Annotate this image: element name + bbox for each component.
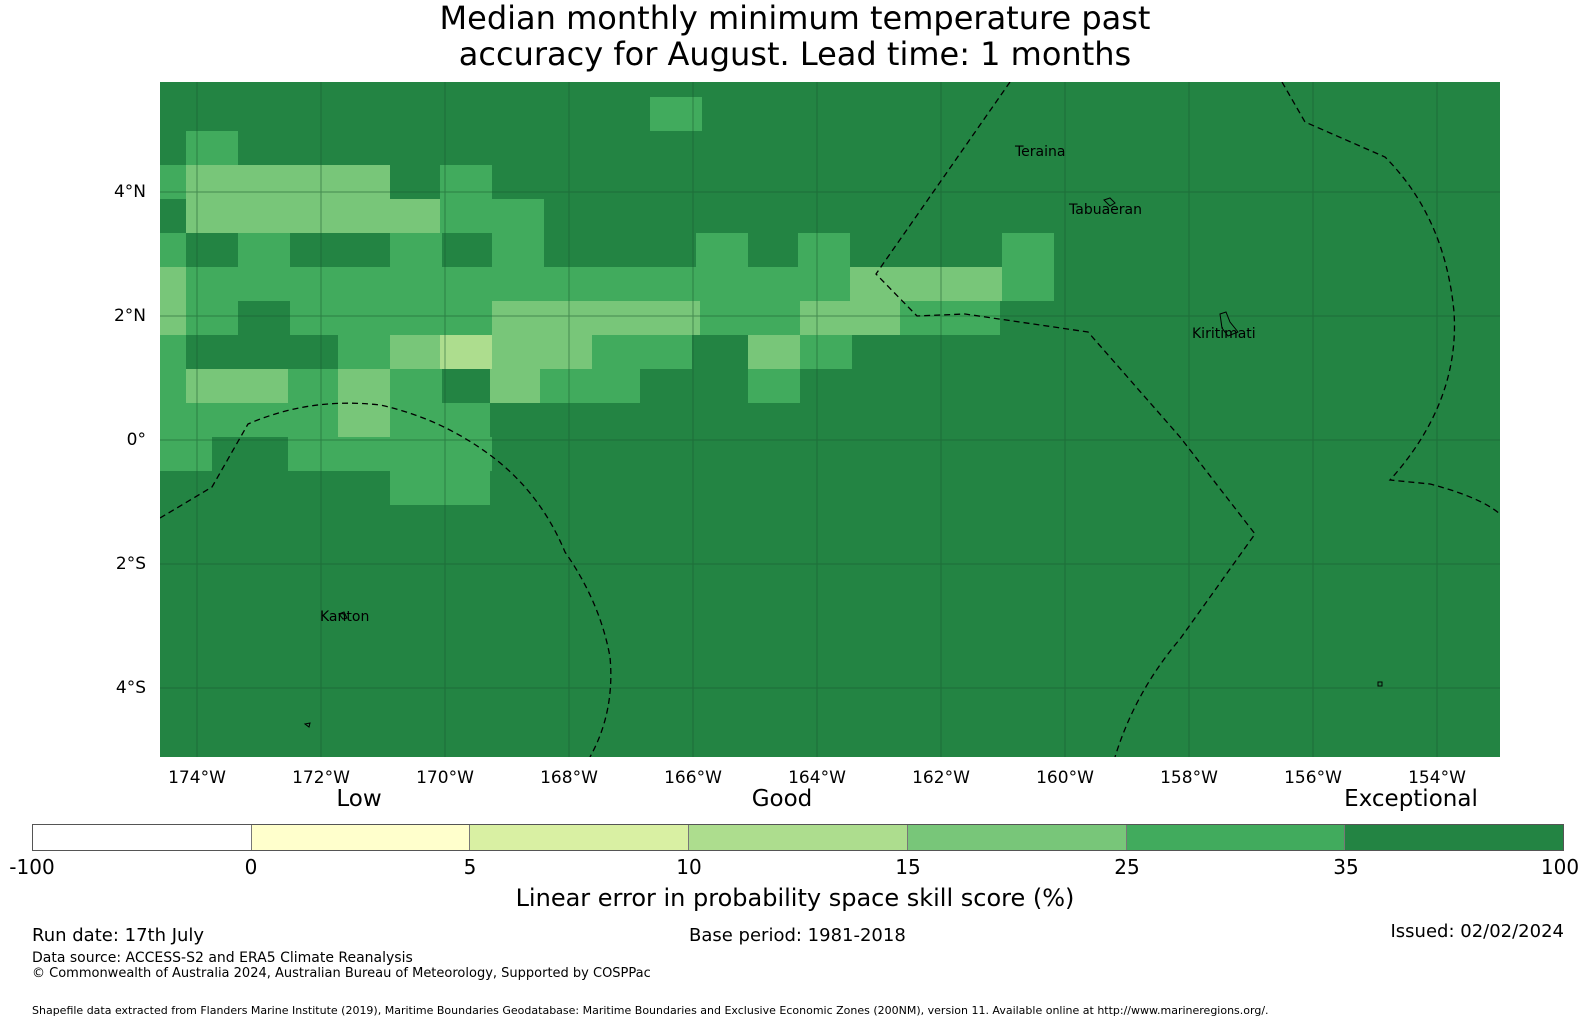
x-tick-label: 154°W <box>1408 768 1466 788</box>
map-canvas <box>160 82 1500 757</box>
colorbar-tick-label: 0 <box>244 855 258 879</box>
skill-grid-cell <box>390 335 442 369</box>
skill-grid-cell <box>800 301 900 335</box>
skill-grid-cell <box>440 199 544 233</box>
island-outlines <box>303 197 1383 728</box>
skill-grid-cell <box>1002 267 1054 301</box>
skill-grid-cell <box>390 233 442 267</box>
skill-grid-cell <box>160 267 186 335</box>
skill-score-map: Teraina Tabuaeran Kiritimati Kanton <box>160 82 1500 757</box>
shapefile-credit: Shapefile data extracted from Flanders M… <box>32 1004 1269 1017</box>
skill-grid-cell <box>288 369 340 403</box>
colorbar-segment <box>470 825 690 850</box>
skill-grid-cell <box>492 233 544 267</box>
skill-grid-cell <box>186 131 238 165</box>
skill-grid-cell <box>800 335 852 369</box>
colorbar-tick-label: 100 <box>1540 855 1580 879</box>
x-tick-label: 166°W <box>664 768 722 788</box>
skill-grid-cell <box>290 301 494 335</box>
skill-grid-cell <box>338 335 390 369</box>
colorbar-tick-label: 5 <box>463 855 477 879</box>
place-label-kiritimati: Kiritimati <box>1192 326 1256 342</box>
data-source: Data source: ACCESS-S2 and ERA5 Climate … <box>32 950 413 966</box>
skill-grid-cell <box>186 301 238 335</box>
skill-grid-cell <box>238 233 290 267</box>
y-tick-label: 2°N <box>113 306 146 326</box>
colorbar-segment <box>251 825 471 850</box>
skill-grid-cell <box>186 369 288 403</box>
skill-grid-cell <box>696 233 748 267</box>
skill-grid-cell <box>390 471 490 505</box>
skill-grid-cell <box>160 233 186 267</box>
x-tick-label: 156°W <box>1284 768 1342 788</box>
colorbar-tick-label: 10 <box>676 855 702 879</box>
skill-grid-cell <box>540 369 640 403</box>
skill-grid-cell <box>390 403 490 437</box>
maritime-boundaries <box>160 82 1500 757</box>
skill-grid-cell <box>186 267 848 301</box>
colorbar-segment <box>1126 825 1346 850</box>
skill-grid-cell <box>160 437 212 471</box>
map-title-line-2: accuracy for August. Lead time: 1 months <box>458 35 1132 73</box>
colorbar-tick-label: 15 <box>895 855 921 879</box>
x-tick-label: 164°W <box>788 768 846 788</box>
skill-grid-cell <box>1002 233 1054 267</box>
skill-grid-cell <box>338 403 390 437</box>
color-bar <box>32 824 1564 851</box>
skill-grid-cell <box>288 437 492 471</box>
skill-grid-cell <box>390 199 442 233</box>
colorbar-segment <box>33 825 252 850</box>
graticule <box>160 82 1500 757</box>
colorbar-segment <box>689 825 908 850</box>
place-label-teraina: Teraina <box>1015 144 1066 160</box>
copyright-notice: © Commonwealth of Australia 2024, Austra… <box>32 966 651 981</box>
issued-date: Issued: 02/02/2024 <box>1390 921 1564 942</box>
legend-category-exceptional: Exceptional <box>1344 786 1478 812</box>
skill-grid-cell <box>160 335 186 369</box>
skill-grid-cell <box>592 335 692 369</box>
run-date: Run date: 17th July <box>32 925 205 946</box>
y-tick-label: 4°S <box>115 678 146 698</box>
colorbar-segment <box>907 825 1127 850</box>
colorbar-tick-label: -100 <box>9 855 55 879</box>
legend-category-good: Good <box>751 786 813 812</box>
skill-grid-cell <box>798 233 850 267</box>
skill-grid-cell <box>440 335 492 369</box>
colorbar-tick-label: 35 <box>1333 855 1359 879</box>
base-period: Base period: 1981-2018 <box>689 925 906 946</box>
skill-grid-cell <box>748 369 800 403</box>
colorbar-segment <box>1345 825 1564 850</box>
legend-category-low: Low <box>336 786 382 812</box>
y-tick-label: 4°N <box>113 182 146 202</box>
skill-grid-cell <box>492 301 700 335</box>
skill-grid-cell <box>650 97 702 131</box>
y-tick-label: 0° <box>126 430 146 450</box>
skill-grid-cell <box>440 165 492 199</box>
skill-grid-cell <box>338 369 390 403</box>
skill-grid-cell <box>338 199 390 233</box>
x-tick-label: 168°W <box>540 768 598 788</box>
skill-grid-cell <box>160 369 186 403</box>
map-title-line-1: Median monthly minimum temperature past <box>439 0 1151 37</box>
y-tick-label: 2°S <box>115 554 146 574</box>
x-tick-label: 162°W <box>912 768 970 788</box>
x-tick-label: 174°W <box>168 768 226 788</box>
x-tick-label: 160°W <box>1036 768 1094 788</box>
skill-grid-cell <box>160 403 338 437</box>
skill-grid-cells <box>160 97 1054 505</box>
skill-grid-cell <box>748 335 800 369</box>
skill-grid-cell <box>390 369 442 403</box>
skill-grid-cell <box>900 301 1000 335</box>
place-label-kanton: Kanton <box>320 609 370 625</box>
skill-grid-cell <box>160 165 186 199</box>
skill-grid-cell <box>850 267 1004 301</box>
colorbar-label: Linear error in probability space skill … <box>515 884 1075 912</box>
skill-grid-cell <box>490 369 540 403</box>
x-tick-label: 170°W <box>416 768 474 788</box>
x-tick-label: 158°W <box>1160 768 1218 788</box>
place-label-tabuaeran: Tabuaeran <box>1069 202 1142 218</box>
x-tick-label: 172°W <box>292 768 350 788</box>
colorbar-tick-label: 25 <box>1114 855 1140 879</box>
